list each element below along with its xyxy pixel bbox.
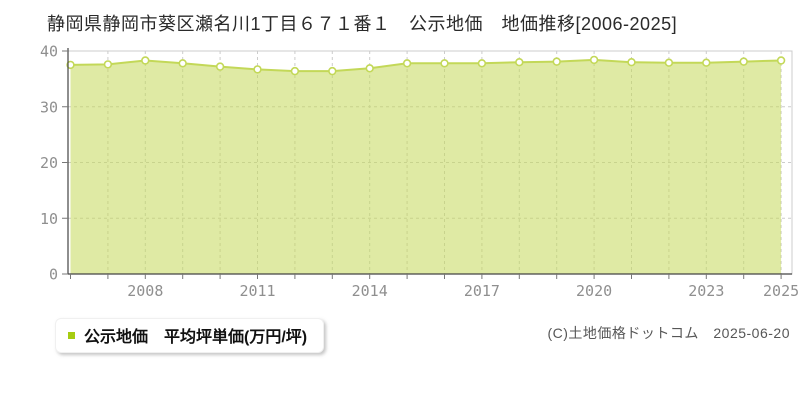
data-point-2012 [290,66,300,76]
data-point-2023 [702,58,711,67]
data-point-2014 [365,64,374,73]
data-point-2015 [402,59,412,68]
data-point-2009 [178,59,187,68]
y-tick-label: 20 [40,154,58,172]
data-point-2022 [664,58,674,67]
data-point-2010 [215,62,225,71]
y-tick-label: 40 [40,43,58,61]
data-point-2013 [328,66,337,76]
data-point-2016 [440,59,449,68]
x-tick-label: 2020 [576,282,612,300]
legend-label: 公示地価 平均坪単価(万円/坪) [84,329,308,346]
data-point-2024 [739,57,748,66]
x-tick-label: 2014 [352,282,388,300]
x-tick-label: 2023 [688,282,724,300]
x-tick-label: 2011 [239,282,275,300]
data-point-2020 [589,55,599,65]
price-line [70,58,782,73]
data-point-2018 [515,57,524,67]
data-point-2007 [103,60,113,69]
data-point-2011 [253,65,262,74]
page-title: 静岡県静岡市葵区瀬名川1丁目６７１番１ 公示地価 地価推移[2006-2025] [47,14,678,34]
x-tick-label: 2008 [127,282,163,300]
data-point-2006 [66,60,75,70]
x-tick-label: 2017 [464,282,500,300]
data-point-2008 [141,56,150,65]
y-tick-label: 0 [49,266,58,284]
data-point-2025 [776,56,786,65]
data-point-2017 [477,59,487,68]
area-fill [70,59,782,275]
copyright-text: (C)土地価格ドットコム 2025-06-20 [547,325,790,341]
x-tick-label: 2025 [763,282,799,300]
y-tick-label: 10 [40,210,58,228]
data-point-2019 [552,57,561,66]
y-tick-label: 30 [40,98,58,116]
legend-swatch-icon [68,331,75,339]
legend: 公示地価 平均坪単価(万円/坪) [55,318,325,353]
price-trend-chart: 0 10 20 30 40 2008 2011 2014 2017 2020 2023 2025 [40,43,799,301]
data-point-2021 [627,57,636,67]
